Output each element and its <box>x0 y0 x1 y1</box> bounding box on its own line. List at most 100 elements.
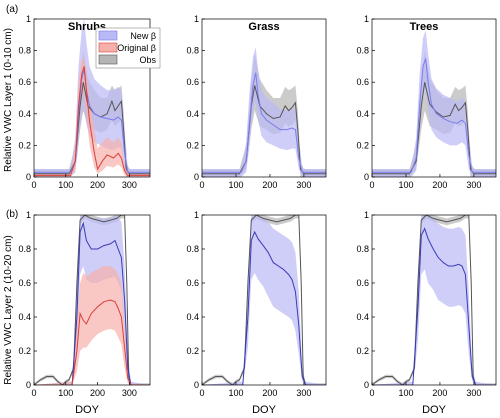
panel-a-shrubs-xtick-label-0: 0 <box>31 180 36 190</box>
panel-a-grass-xtick-label-0: 0 <box>199 180 204 190</box>
panel-a-grass-plot-area <box>202 47 326 177</box>
panel-b-shrubs-xtick-label-100: 100 <box>58 388 73 398</box>
panel-a-trees-xtick-label-100: 100 <box>398 180 413 190</box>
panel-b-trees-ytick-label-1: 1 <box>364 210 369 220</box>
panel-b-grass: 0 100 200 300 0 0.2 0.4 0.6 0.8 1 <box>186 210 327 398</box>
panel-a-trees: 0 100 200 300 0 0.2 0.4 0.6 0.8 1 <box>356 14 497 190</box>
panel-b-trees-line-obs <box>372 215 496 385</box>
panel-a-trees-ytick-label-1: 1 <box>364 14 369 24</box>
panel-b-trees-ytick-label-0.4: 0.4 <box>356 312 369 322</box>
column-title-grass: Grass <box>248 21 279 33</box>
legend-swatch-original-beta <box>98 42 118 53</box>
panel-a-trees-axes-box <box>371 18 497 178</box>
panel-a-trees-line-new-beta <box>372 58 496 173</box>
panel-b-trees-ytick-label-0.2: 0.2 <box>356 346 369 356</box>
panel-b-shrubs-line-new-beta <box>34 221 150 385</box>
panel-a-trees-line-obs <box>372 82 496 175</box>
panel-b-grass-xtick-label-100: 100 <box>228 388 243 398</box>
panel-b-grass-xtick-label-200: 200 <box>262 388 277 398</box>
row-a-ylabel: Relative VWC Layer 1 (0-10 cm) <box>3 28 14 172</box>
panel-a-trees-xtick-label-300: 300 <box>466 180 481 190</box>
panel-a-grass-axes-box <box>201 18 327 178</box>
panel-b-trees-line-new-beta <box>372 227 496 385</box>
panel-a-shrubs-xtick-label-300: 300 <box>122 180 137 190</box>
panel-b-grass-ytick-label-0.8: 0.8 <box>186 244 199 254</box>
panel-a-shrubs-line-original-beta <box>34 66 150 176</box>
panel-a-shrubs-ytick-label-0.8: 0.8 <box>18 46 31 56</box>
panel-a-grass-ytick-label-0.2: 0.2 <box>186 140 199 150</box>
legend-swatch-new-beta <box>98 30 118 41</box>
legend-label-original-beta: Original β <box>117 43 156 53</box>
column-title-trees: Trees <box>410 21 439 33</box>
panel-b-shrubs-band-original-beta <box>34 266 150 385</box>
panel-b-shrubs-ytick-label-0: 0 <box>26 380 31 390</box>
panel-b-shrubs-axes-box <box>33 214 151 386</box>
panel-b-grass-ytick-label-0.2: 0.2 <box>186 346 199 356</box>
panel-b-shrubs-ytick-label-0.6: 0.6 <box>18 278 31 288</box>
panel-b-grass-ytick-label-0.6: 0.6 <box>186 278 199 288</box>
panel-a-grass-ytick-label-0.4: 0.4 <box>186 109 199 119</box>
panel-b-shrubs-xtick-label-200: 200 <box>90 388 105 398</box>
panel-a-grass-ytick-label-0.6: 0.6 <box>186 77 199 87</box>
panel-a-trees-ytick-label-0: 0 <box>364 172 369 182</box>
panel-b-trees-ytick-label-0.6: 0.6 <box>356 278 369 288</box>
panel-a-grass-xtick-label-200: 200 <box>262 180 277 190</box>
panel-b-grass-plot-area <box>202 215 326 385</box>
panel-a-shrubs-ytick-label-0.4: 0.4 <box>18 109 31 119</box>
panel-b-grass-band-new-beta <box>202 215 326 385</box>
panel-a-grass-line-new-beta <box>202 72 326 173</box>
panel-a-grass-ytick-label-0.8: 0.8 <box>186 46 199 56</box>
panel-b-trees-xtick-label-200: 200 <box>432 388 447 398</box>
panel-b-shrubs-line-original-beta <box>34 299 150 385</box>
panel-b-shrubs-ytick-label-0.2: 0.2 <box>18 346 31 356</box>
panel-b-trees-xtick-label-300: 300 <box>466 388 481 398</box>
xlabel-trees: DOY <box>422 404 447 416</box>
panel-b-trees-band-new-beta <box>372 215 496 385</box>
panel-b-shrubs-ytick-label-1: 1 <box>26 210 31 220</box>
panel-b-grass-ytick-label-0.4: 0.4 <box>186 312 199 322</box>
panel-b-grass-xtick-label-300: 300 <box>296 388 311 398</box>
row-tag-b: (b) <box>6 209 18 220</box>
panel-b-grass-ytick-label-0: 0 <box>194 380 199 390</box>
panel-b-shrubs-line-obs <box>34 215 150 385</box>
panel-b-grass-xtick-label-0: 0 <box>199 388 204 398</box>
panel-b-trees-ytick-label-0.8: 0.8 <box>356 244 369 254</box>
panel-b-grass-line-obs <box>202 215 326 385</box>
panel-a-shrubs-ytick-label-0: 0 <box>26 172 31 182</box>
legend: New β Original β Obs <box>95 27 161 69</box>
panel-a-trees-ytick-label-0.2: 0.2 <box>356 140 369 150</box>
xlabel-shrubs: DOY <box>75 404 100 416</box>
panel-a-grass-band-new-beta <box>202 47 326 177</box>
panel-a-shrubs-band-original-beta <box>34 58 150 177</box>
panel-a-grass-ytick-label-1: 1 <box>194 14 199 24</box>
panel-a-trees-ytick-label-0.6: 0.6 <box>356 77 369 87</box>
panel-b-trees-xtick-label-100: 100 <box>398 388 413 398</box>
panel-a-shrubs-plot-area <box>34 19 150 177</box>
panel-b-trees-axes-box <box>371 214 497 386</box>
panel-b-shrubs: 0 100 200 300 0 0.2 0.4 0.6 0.8 1 <box>18 210 151 398</box>
panel-b-trees-xtick-label-0: 0 <box>369 388 374 398</box>
panel-b-shrubs-ytick-label-0.8: 0.8 <box>18 244 31 254</box>
panel-a-shrubs-line-obs <box>34 82 150 175</box>
panel-a-shrubs-xtick-label-100: 100 <box>58 180 73 190</box>
panel-b-shrubs-xtick-label-300: 300 <box>122 388 137 398</box>
panel-b-shrubs-xtick-label-0: 0 <box>31 388 36 398</box>
panel-a-shrubs-band-new-beta <box>34 19 150 177</box>
xlabel-grass: DOY <box>252 404 277 416</box>
panel-b-shrubs-plot-area <box>34 215 150 385</box>
legend-swatch-obs <box>98 54 118 65</box>
panel-a-grass: 0 100 200 300 0 0.2 0.4 0.6 0.8 1 <box>186 14 327 190</box>
panel-a-trees-band-new-beta <box>372 30 496 177</box>
panel-a-shrubs-xtick-label-200: 200 <box>90 180 105 190</box>
panel-b-grass-axes-box <box>201 214 327 386</box>
panel-a-grass-xtick-label-300: 300 <box>296 180 311 190</box>
legend-label-new-beta: New β <box>130 31 156 41</box>
panel-a-trees-xtick-label-200: 200 <box>432 180 447 190</box>
panel-a-shrubs: 0 100 200 300 0 0.2 0.4 0.6 0.8 1 <box>18 14 151 190</box>
panel-a-shrubs-axes-box <box>33 18 151 178</box>
legend-label-obs: Obs <box>139 55 156 65</box>
panel-a-trees-plot-area <box>372 30 496 177</box>
panel-a-trees-ytick-label-0.4: 0.4 <box>356 109 369 119</box>
row-b-ylabel: Relative VWC Layer 2 (10-20 cm) <box>3 235 14 385</box>
